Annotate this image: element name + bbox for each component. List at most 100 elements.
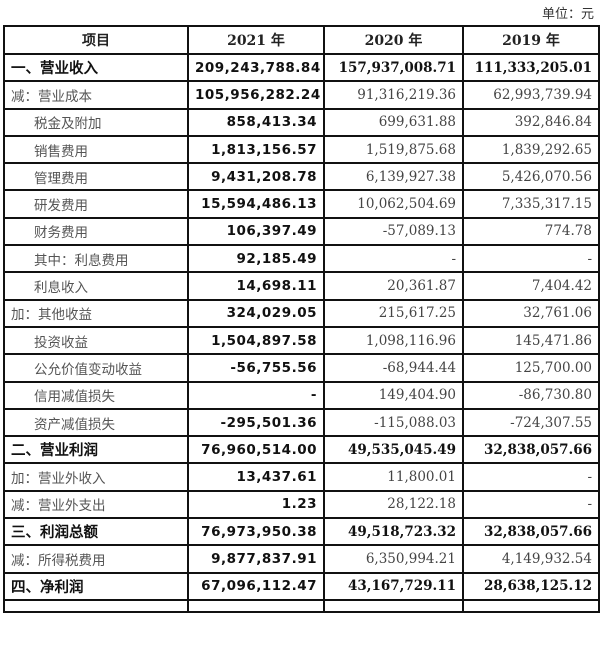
table-row: 利息收入 14,698.11 20,361.87 7,404.42 xyxy=(3,271,600,301)
value-2021: 67,096,112.47 xyxy=(187,571,325,601)
row-label: 税金及附加 xyxy=(3,107,189,137)
table-row: 研发费用 15,594,486.13 10,062,504.69 7,335,317.… xyxy=(3,189,600,219)
value-2019: - xyxy=(462,244,600,274)
value-2021: 76,960,514.00 xyxy=(187,435,325,465)
value-2020: -68,944.44 xyxy=(323,353,464,383)
row-label: 二、营业利润 xyxy=(3,435,189,465)
value-2021: 14,698.11 xyxy=(187,271,325,301)
table-row: 加：营业外收入 13,437.61 11,800.01- xyxy=(3,462,600,492)
table-row: 加：其他收益 324,029.05 215,617.25 32,761.06 xyxy=(3,298,600,328)
value-2019: 4,149,932.54 xyxy=(462,544,600,574)
table-row: 管理费用 9,431,208.78 6,139,927.38 5,426,070.56 xyxy=(3,162,600,192)
value-2021: 15,594,486.13 xyxy=(187,189,325,219)
value-2021: 76,973,950.38 xyxy=(187,517,325,547)
value-2019: - xyxy=(462,462,600,492)
value-2021: 858,413.34 xyxy=(187,107,325,137)
row-label: 加：其他收益 xyxy=(3,298,189,328)
value-2019: 32,838,057.66 xyxy=(462,435,600,465)
value-2020: 91,316,219.36 xyxy=(323,80,464,110)
table-row: 投资收益 1,504,897.58 1,098,116.96 145,471.86 xyxy=(3,325,600,356)
row-label: 财务费用 xyxy=(3,216,189,247)
unit-label: 单位：元 xyxy=(541,7,594,22)
value-2021: 13,437.61 xyxy=(187,462,325,492)
row-label: 资产减值损失 xyxy=(3,407,189,438)
row-label: 信用减值损失 xyxy=(3,380,189,410)
table-row: 一、营业收入 209,243,788.84 157,937,008.71 111,33… xyxy=(3,52,600,83)
empty-cell xyxy=(3,598,189,613)
value-2021: - xyxy=(187,380,325,410)
value-2019: -724,307.55 xyxy=(462,407,600,438)
value-2020: - xyxy=(323,244,464,274)
value-2020: 1,098,116.96 xyxy=(323,325,464,356)
income-statement-table: 项目 2021 年 2020 年 2019 年 一、营业收入 209,243,78… xyxy=(3,25,600,613)
table-row: 其中：利息费用 92,185.49- - xyxy=(3,244,600,274)
row-label: 管理费用 xyxy=(3,162,189,192)
value-2019: 32,838,057.66 xyxy=(462,517,600,547)
value-2020: 43,167,729.11 xyxy=(323,571,464,601)
value-2020: -115,088.03 xyxy=(323,407,464,438)
value-2020: 157,937,008.71 xyxy=(323,52,464,83)
row-label: 减：营业成本 xyxy=(3,80,189,110)
value-2019: 28,638,125.12 xyxy=(462,571,600,601)
value-2019: - xyxy=(462,489,600,520)
value-2021: 9,877,837.91 xyxy=(187,544,325,574)
value-2019: 774.78 xyxy=(462,216,600,247)
value-2019: 392,846.84 xyxy=(462,107,600,137)
row-label: 其中：利息费用 xyxy=(3,244,189,274)
empty-cell xyxy=(187,598,325,613)
table-row: 资产减值损失 -295,501.36 -115,088.03 -724,307.55 xyxy=(3,407,600,438)
value-2020: 11,800.01 xyxy=(323,462,464,492)
value-2020: 215,617.25 xyxy=(323,298,464,328)
value-2020: 10,062,504.69 xyxy=(323,189,464,219)
table-row: 四、净利润 67,096,112.47 43,167,729.11 28,638,12… xyxy=(3,571,600,601)
value-2021: 209,243,788.84 xyxy=(187,52,325,83)
value-2021: 106,397.49 xyxy=(187,216,325,247)
value-2019: 7,335,317.15 xyxy=(462,189,600,219)
value-2019: 111,333,205.01 xyxy=(462,52,600,83)
value-2019: 1,839,292.65 xyxy=(462,134,600,165)
header-item: 项目 xyxy=(3,25,189,55)
value-2021: 324,029.05 xyxy=(187,298,325,328)
header-2019: 2019 年 xyxy=(462,25,600,55)
row-label: 销售费用 xyxy=(3,134,189,165)
value-2021: 1,504,897.58 xyxy=(187,325,325,356)
row-label: 利息收入 xyxy=(3,271,189,301)
value-2019: -86,730.80 xyxy=(462,380,600,410)
table-row: 三、利润总额 76,973,950.38 49,518,723.32 32,838,0… xyxy=(3,517,600,547)
table-row: 财务费用 106,397.49 -57,089.13 774.78 xyxy=(3,216,600,247)
header-2021: 2021 年 xyxy=(187,25,325,55)
value-2021: 1.23 xyxy=(187,489,325,520)
header-2020: 2020 年 xyxy=(323,25,464,55)
table-row: 减：营业外支出 1.23 28,122.18- xyxy=(3,489,600,520)
value-2019: 5,426,070.56 xyxy=(462,162,600,192)
value-2021: -56,755.56 xyxy=(187,353,325,383)
value-2019: 145,471.86 xyxy=(462,325,600,356)
table-row: 减：营业成本 105,956,282.24 91,316,219.36 62,993,… xyxy=(3,80,600,110)
value-2019: 32,761.06 xyxy=(462,298,600,328)
value-2021: 105,956,282.24 xyxy=(187,80,325,110)
table-row-partial xyxy=(3,598,600,613)
row-label: 投资收益 xyxy=(3,325,189,356)
row-label: 公允价值变动收益 xyxy=(3,353,189,383)
table-row: 减：所得税费用 9,877,837.91 6,350,994.21 4,149,932… xyxy=(3,544,600,574)
value-2020: 149,404.90 xyxy=(323,380,464,410)
row-label: 加：营业外收入 xyxy=(3,462,189,492)
value-2020: 49,518,723.32 xyxy=(323,517,464,547)
value-2021: 9,431,208.78 xyxy=(187,162,325,192)
table-row: 税金及附加 858,413.34 699,631.88 392,846.84 xyxy=(3,107,600,137)
row-label: 四、净利润 xyxy=(3,571,189,601)
value-2020: -57,089.13 xyxy=(323,216,464,247)
empty-cell xyxy=(323,598,464,613)
row-label: 一、营业收入 xyxy=(3,52,189,83)
value-2020: 1,519,875.68 xyxy=(323,134,464,165)
table-row: 销售费用 1,813,156.57 1,519,875.68 1,839,292.65 xyxy=(3,134,600,165)
value-2019: 125,700.00 xyxy=(462,353,600,383)
table-row: 信用减值损失 -149,404.90 -86,730.80 xyxy=(3,380,600,410)
value-2020: 28,122.18 xyxy=(323,489,464,520)
value-2021: 1,813,156.57 xyxy=(187,134,325,165)
empty-cell xyxy=(462,598,600,613)
table-row: 二、营业利润 76,960,514.00 49,535,045.49 32,838,0… xyxy=(3,435,600,465)
row-label: 减：所得税费用 xyxy=(3,544,189,574)
table-header-row: 项目 2021 年 2020 年 2019 年 xyxy=(3,25,600,55)
row-label: 减：营业外支出 xyxy=(3,489,189,520)
